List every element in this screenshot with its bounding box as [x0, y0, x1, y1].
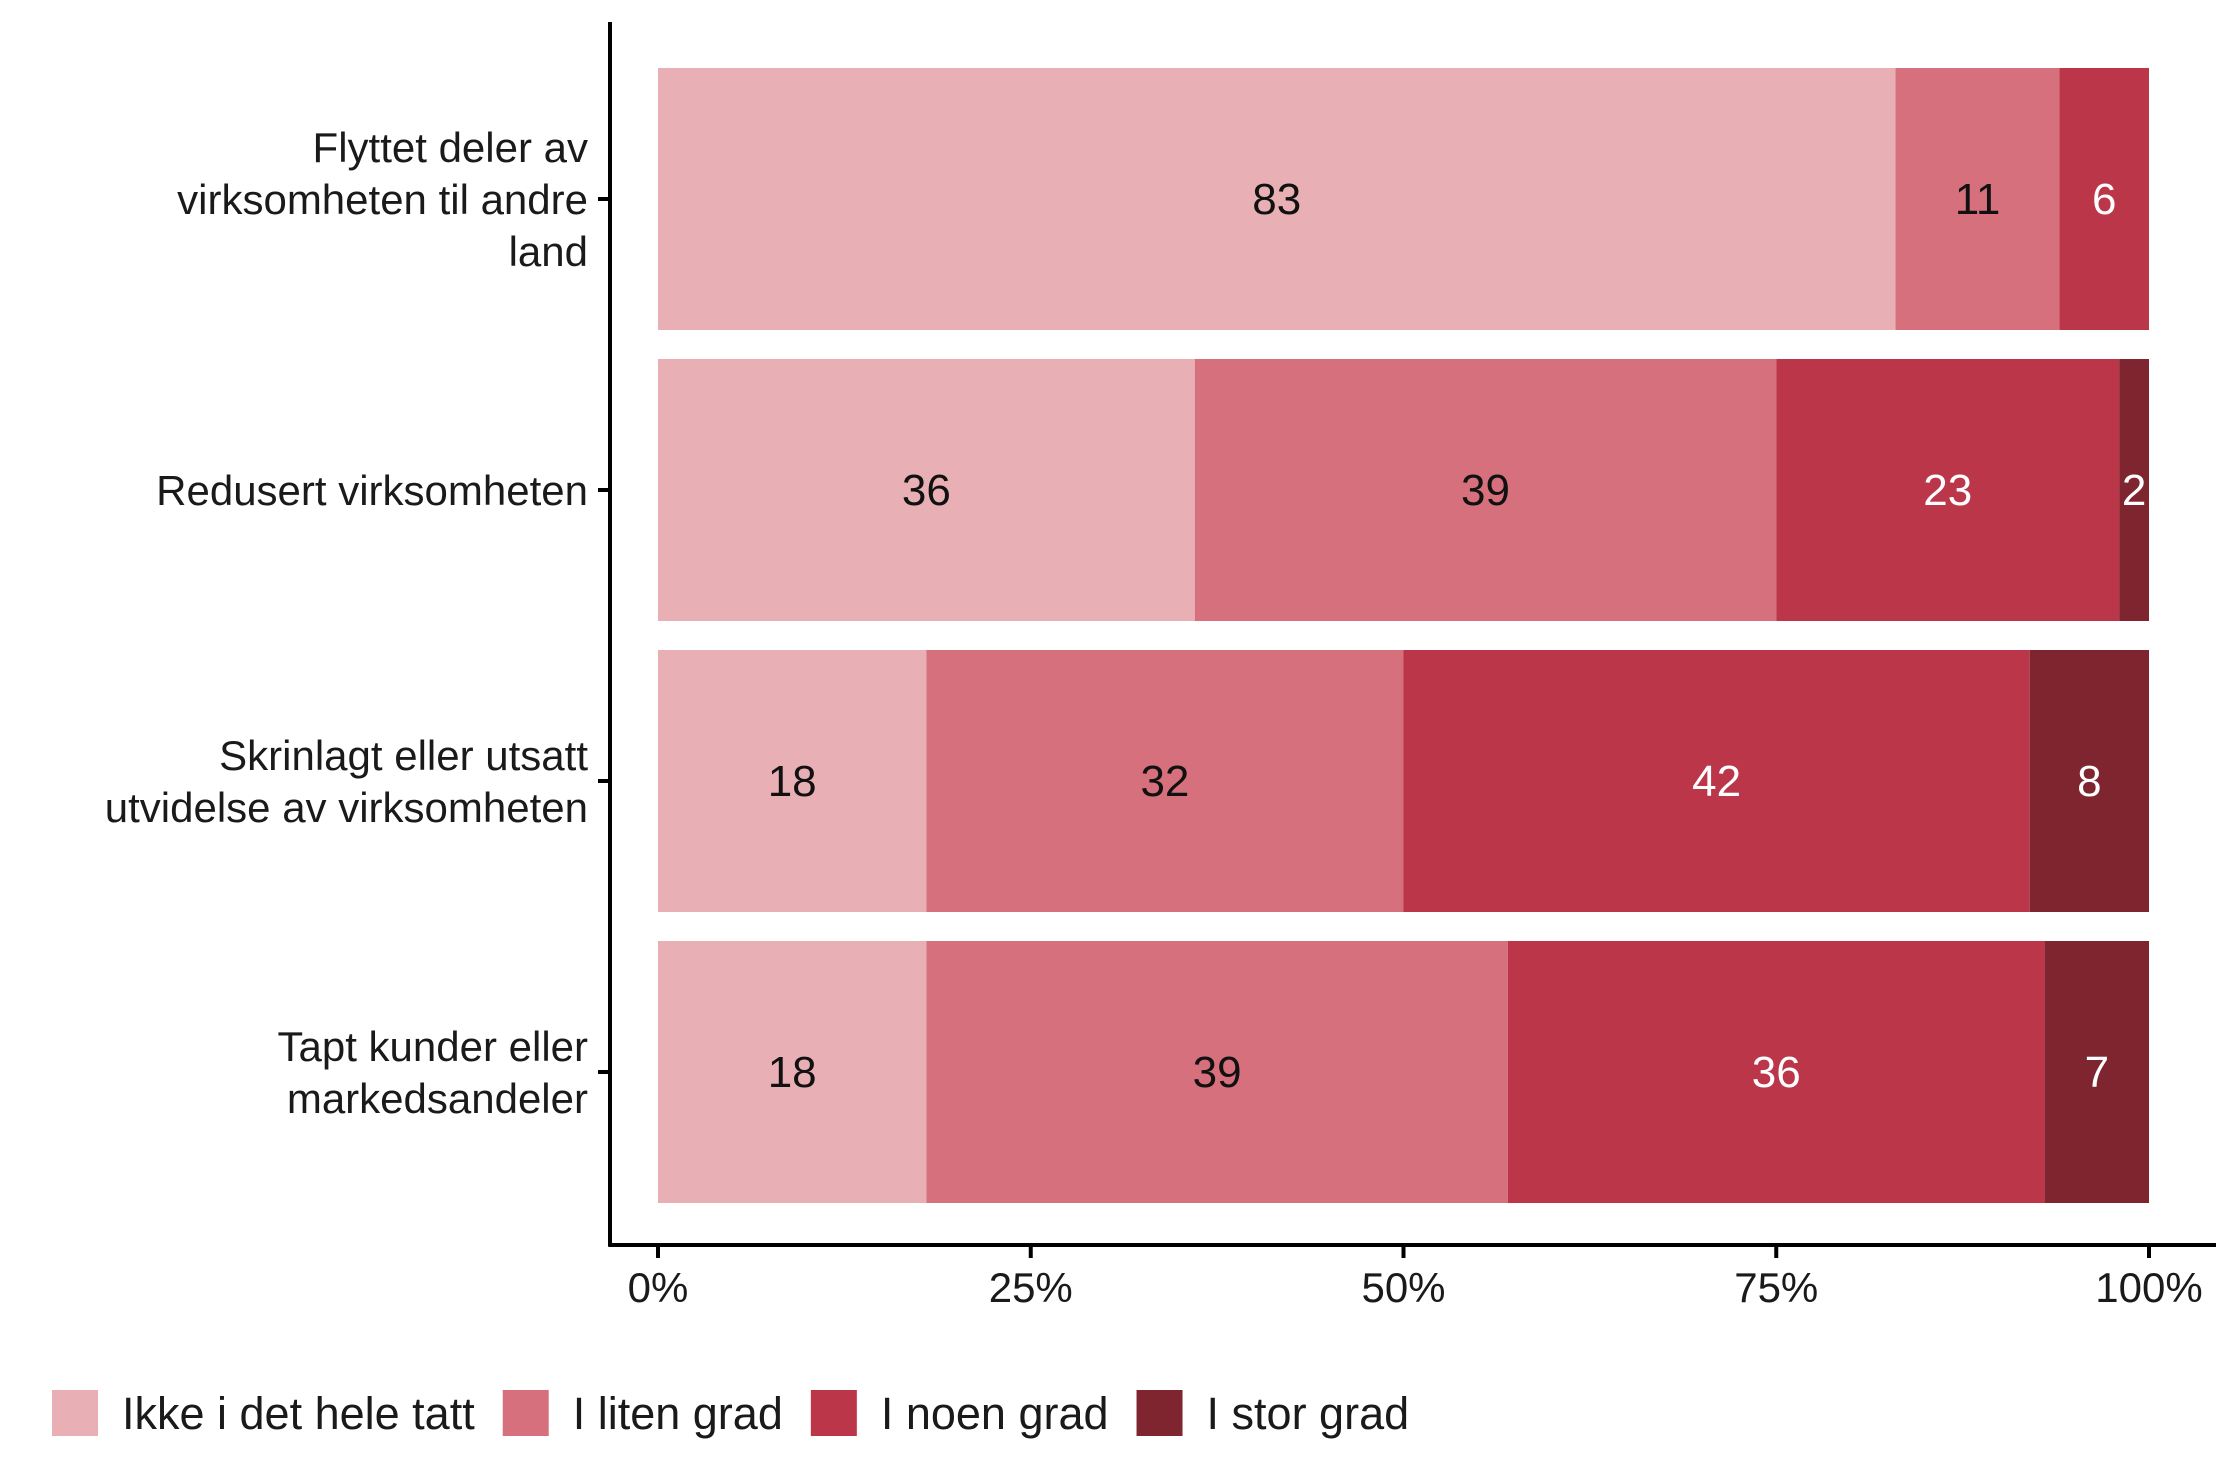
x-tick-label-4: 75% [1734, 1264, 1818, 1311]
bar-segment-3-1 [658, 650, 927, 912]
legend-label-1: Ikke i det hele tatt [122, 1388, 475, 1439]
value-label-2-4: 2 [2122, 466, 2146, 515]
legend-swatch-1 [52, 1390, 98, 1436]
bar-segment-4-3 [1507, 941, 2045, 1203]
value-label-4-2: 39 [1193, 1048, 1242, 1097]
legend-swatch-3 [810, 1390, 857, 1436]
bar-segment-2-4 [2119, 359, 2149, 621]
x-tick-label-3: 50% [1361, 1264, 1445, 1311]
category-label-1-line-3: land [509, 228, 588, 275]
legend-label-3: I noen grad [881, 1388, 1109, 1439]
axes-layer: Flyttet deler av virksomheten til andre la… [105, 22, 2216, 1311]
value-labels-layer: 83 11 6 36 39 23 2 18 32 42 8 18 39 36 7 [768, 175, 2147, 1097]
legend-label-2: I liten grad [573, 1388, 783, 1439]
legend: Ikke i det hele tatt I liten grad I noen g… [52, 1388, 1409, 1439]
legend-label-4: I stor grad [1207, 1388, 1410, 1439]
bar-segment-2-1 [658, 359, 1195, 621]
bar-segment-4-4 [2044, 941, 2149, 1203]
value-label-4-4: 7 [2085, 1048, 2109, 1097]
value-label-2-2: 39 [1461, 466, 1510, 515]
value-label-3-4: 8 [2077, 757, 2101, 806]
bar-segment-1-1 [658, 68, 1896, 330]
category-label-3-line-1: Skrinlagt eller utsatt [219, 732, 588, 779]
category-label-2-line-1: Redusert virksomheten [156, 467, 588, 514]
category-label-3-line-2: utvidelse av virksomheten [105, 784, 588, 831]
bar-segment-3-2 [926, 650, 1404, 912]
x-tick-label-2: 25% [989, 1264, 1073, 1311]
bar-segment-2-3 [1776, 359, 2120, 621]
value-label-3-1: 18 [768, 757, 817, 806]
bar-segment-4-2 [926, 941, 1508, 1203]
category-label-1-line-2: virksomheten til andre [177, 176, 588, 223]
value-label-4-1: 18 [768, 1048, 817, 1097]
category-label-4-line-1: Tapt kunder eller [277, 1023, 588, 1070]
bars-layer [658, 68, 2149, 1203]
bar-segment-4-1 [658, 941, 927, 1203]
legend-swatch-4 [1136, 1390, 1183, 1436]
value-label-2-1: 36 [902, 466, 951, 515]
value-label-1-1: 83 [1252, 175, 1301, 224]
value-label-3-2: 32 [1140, 757, 1189, 806]
value-label-1-3: 6 [2092, 175, 2116, 224]
value-label-2-3: 23 [1923, 466, 1972, 515]
bar-segment-2-2 [1194, 359, 1777, 621]
bar-segment-1-3 [2059, 68, 2149, 330]
x-tick-label-5: 100% [2095, 1264, 2202, 1311]
legend-swatch-2 [502, 1390, 549, 1436]
bar-segment-3-3 [1403, 650, 2030, 912]
value-label-3-3: 42 [1692, 757, 1741, 806]
value-label-1-2: 11 [1955, 175, 2001, 224]
bar-segment-1-2 [1895, 68, 2060, 330]
category-label-4-line-2: markedsandeler [287, 1075, 588, 1122]
bar-segment-3-4 [2029, 650, 2149, 912]
category-label-1-line-1: Flyttet deler av [313, 124, 588, 171]
value-label-4-3: 36 [1752, 1048, 1801, 1097]
x-tick-label-1: 0% [628, 1264, 689, 1311]
